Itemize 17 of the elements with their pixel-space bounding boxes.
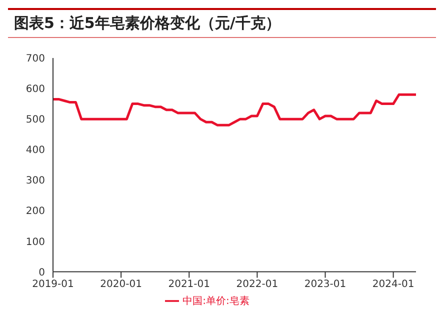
- legend-label: 中国:单价:皂素: [182, 296, 250, 307]
- x-tick-label: 2019-01: [32, 278, 74, 290]
- x-tick-label: 2020-01: [100, 278, 142, 290]
- y-tick-label: 100: [26, 236, 45, 248]
- x-tick-label: 2023-01: [304, 278, 346, 290]
- x-tick-label: 2021-01: [168, 278, 210, 290]
- chart-title: 图表5：近5年皂素价格变化（元/千克）: [8, 8, 436, 38]
- y-tick-label: 400: [26, 145, 45, 156]
- x-tick-label: 2024-01: [372, 278, 414, 290]
- y-tick-label: 700: [26, 54, 45, 65]
- y-tick-label: 500: [26, 114, 45, 126]
- y-tick-label: 0: [38, 267, 45, 278]
- y-tick-label: 600: [26, 84, 45, 96]
- x-tick-label: 2022-01: [236, 278, 278, 290]
- line-series: [53, 93, 416, 126]
- y-tick-label: 200: [26, 206, 45, 218]
- y-tick-label: 300: [26, 176, 45, 187]
